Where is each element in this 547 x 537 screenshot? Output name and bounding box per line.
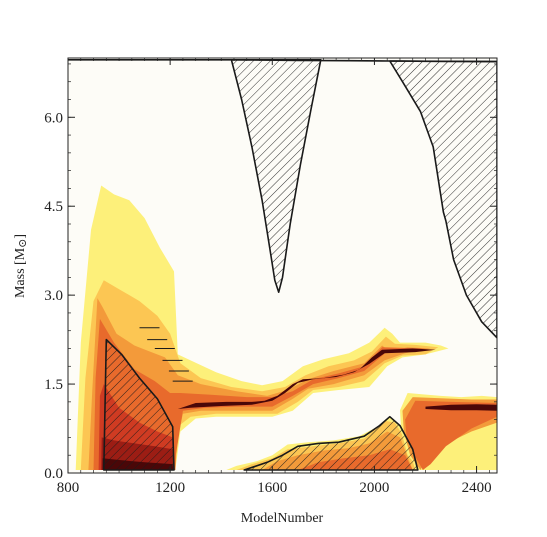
convective-region-1 [103,338,175,471]
x-tick-label-1200: 1200 [155,480,185,496]
burning-region-16 [425,404,497,411]
x-axis-label: ModelNumber [241,511,324,526]
plot-frame [67,57,498,474]
y-tick-label-0.0: 0.0 [44,466,63,482]
convective-regions-layer [103,58,497,471]
x-tick-label-800: 800 [57,480,80,496]
x-tick-label-1600: 1600 [257,480,287,496]
hatch-bars-layer [139,327,193,382]
y-tick-label-3.0: 3.0 [44,288,63,304]
x-tick-label-2400: 2400 [462,480,492,496]
convective-region-4 [388,60,497,339]
y-tick-label-6.0: 6.0 [44,110,63,126]
y-axis-label-close: ] [13,234,28,239]
y-tick-label-1.5: 1.5 [44,377,63,393]
plot-area [68,58,497,471]
burning-region-8 [177,348,436,409]
convective-region-3 [230,58,322,294]
y-axis-label: Mass [M⊙] [13,234,29,298]
y-axis-label-text: Mass [M [13,247,28,298]
x-tick-label-2000: 2000 [359,480,389,496]
x-axis-ticks: 800 1200 1600 2000 2400 [57,58,492,496]
solar-symbol: ⊙ [17,239,29,248]
total-mass-line [68,59,497,63]
burning-region-15 [405,400,497,470]
y-axis-ticks: 0.0 1.5 3.0 4.5 6.0 [44,110,497,482]
y-tick-label-4.5: 4.5 [44,199,63,215]
convective-region-2 [243,415,419,471]
burning-region-4 [93,318,426,470]
